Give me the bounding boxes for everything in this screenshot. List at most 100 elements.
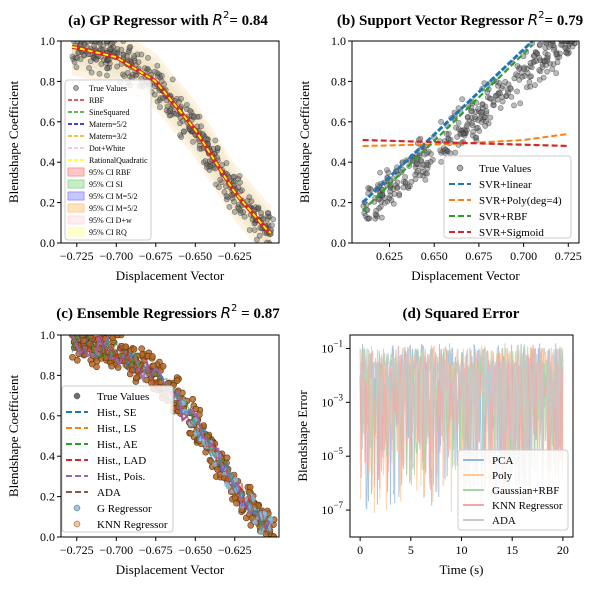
true-value-point (180, 128, 187, 135)
title-sup: 2 (538, 10, 544, 21)
legend-label: Hist., SE (97, 407, 137, 419)
panel-b: 0.625 0.650 0.675 0.700 0.725 0.0 0.2 0.4 0.6 0.8… (297, 10, 583, 283)
true-value-point (138, 51, 145, 58)
true-value-point (514, 88, 520, 95)
legend-label: Matern=5/2 (89, 120, 127, 129)
panel-title: (d) Squared Error (403, 306, 520, 322)
g-regressor-point (258, 529, 264, 535)
true-value-point (108, 362, 115, 370)
true-value-point (460, 131, 467, 137)
y-axis-label: Blendshape Coefficient (6, 81, 21, 204)
y-tick-label: 0.6 (40, 409, 55, 423)
true-value-point (437, 147, 444, 154)
legend-label: ADA (97, 487, 121, 499)
true-value-point (158, 72, 165, 79)
true-value-point (455, 119, 462, 126)
true-value-point (212, 137, 219, 144)
true-value-point (483, 118, 489, 125)
title-r2: R (528, 11, 538, 29)
true-value-point (187, 107, 194, 114)
title-value: = 0.79 (545, 13, 584, 29)
true-value-point (469, 120, 475, 127)
true-value-point (479, 101, 486, 108)
true-value-point (523, 84, 530, 91)
true-value-point (241, 213, 248, 220)
svr-line (361, 41, 534, 204)
legend-label: SVR+Sigmoid (479, 227, 544, 239)
legend-label: 95% CI RBF (89, 168, 131, 177)
true-value-point (237, 179, 243, 186)
true-value-point (158, 78, 165, 85)
true-value-point (255, 204, 262, 211)
true-value-point (438, 118, 445, 125)
true-value-point (381, 199, 388, 206)
ci-band (72, 41, 272, 243)
true-value-point (531, 52, 538, 59)
y-tick-base: 10 (321, 395, 333, 409)
true-value-point (553, 51, 560, 58)
true-value-point (482, 123, 489, 129)
true-value-point (269, 222, 275, 229)
true-value-point (563, 49, 570, 56)
true-value-point (130, 345, 138, 353)
true-value-point (138, 345, 145, 352)
y-tick-label: 0.4 (331, 155, 346, 169)
true-value-point (100, 42, 107, 49)
legend-patch (67, 167, 85, 177)
true-value-point (81, 52, 88, 59)
legend-label: 95% CI SI (89, 180, 123, 189)
true-value-point (454, 134, 460, 140)
legend-label: Hist., AE (97, 439, 138, 451)
true-value-point (86, 65, 92, 71)
x-tick-label: 0.725 (555, 249, 582, 263)
legend-label: Hist., Pois. (97, 471, 146, 483)
svr-line (362, 132, 569, 147)
error-series-line (359, 348, 564, 491)
title-value: = 0.84 (229, 13, 268, 29)
title-value: = 0.87 (237, 306, 280, 322)
x-axis-label: Displacement Vector (116, 562, 225, 577)
true-value-point (118, 46, 125, 53)
y-tick-label: 1.0 (40, 328, 55, 342)
legend-label: KNN Regressor (97, 519, 168, 531)
true-value-point (388, 197, 395, 204)
true-value-point (544, 51, 551, 58)
true-value-point (134, 51, 141, 58)
y-tick-label: 0.8 (331, 74, 346, 88)
true-value-point (511, 102, 517, 109)
true-value-point (408, 178, 415, 185)
true-value-point (251, 220, 258, 227)
true-value-point (445, 130, 452, 137)
legend-label: RBF (89, 96, 105, 105)
legend-patch (67, 227, 85, 237)
svr-line (362, 138, 569, 148)
true-value-point (543, 41, 550, 46)
true-value-point (533, 58, 540, 64)
legend-label: SineSquared (89, 108, 129, 117)
legend-label: SVR+Poly(deg=4) (479, 195, 562, 207)
true-value-point (149, 353, 156, 360)
true-value-point (422, 176, 429, 183)
title-text: (b) Support Vector Regressor (337, 13, 528, 29)
true-value-point (396, 192, 403, 199)
y-tick-label: 1.0 (40, 34, 55, 48)
legend-label: Gaussian+RBF (492, 485, 559, 497)
true-value-point (270, 216, 277, 223)
true-value-point (472, 116, 479, 122)
true-value-point (406, 183, 413, 190)
true-value-point (74, 357, 81, 364)
true-value-point (508, 93, 515, 100)
true-value-point (114, 335, 121, 339)
true-value-point (191, 114, 197, 121)
true-value-point (178, 134, 185, 140)
legend-label: True Values (479, 163, 531, 175)
true-value-point (173, 95, 180, 102)
y-tick-label: 0.0 (40, 236, 55, 250)
x-tick-label: −0.625 (218, 543, 252, 557)
legend-patch (67, 191, 85, 201)
true-value-point (104, 65, 111, 72)
true-value-point (189, 395, 197, 403)
true-value-point (497, 90, 503, 97)
y-tick-label: 10−1 (321, 338, 343, 355)
true-value-point (114, 63, 120, 70)
